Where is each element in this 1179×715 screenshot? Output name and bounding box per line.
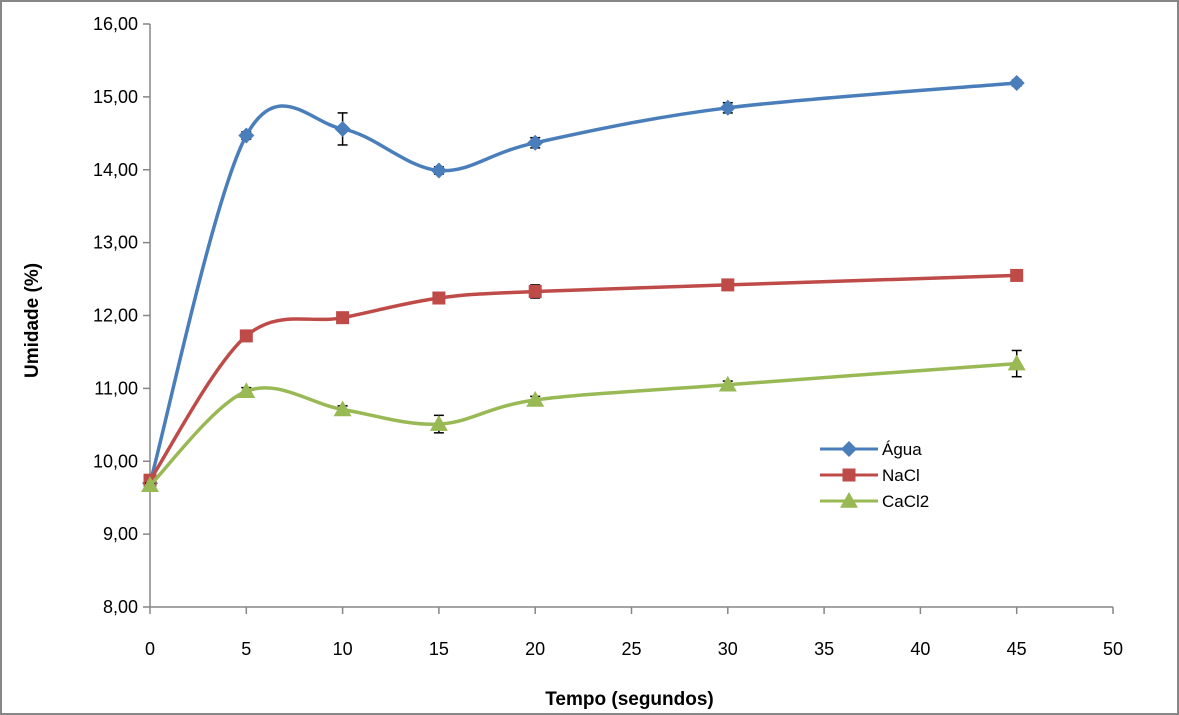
- legend-marker: [840, 492, 858, 508]
- series-diamond: [142, 75, 1025, 492]
- data-point: [430, 162, 447, 179]
- data-point: [1010, 268, 1024, 282]
- x-tick-label: 10: [333, 639, 353, 659]
- y-tick-label: 10,00: [93, 451, 138, 471]
- data-point: [141, 476, 159, 493]
- y-tick-label: 11,00: [94, 378, 138, 398]
- y-tick-label: 13,00: [93, 233, 138, 253]
- x-tick-label: 0: [145, 639, 155, 659]
- legend-label: CaCl2: [882, 492, 929, 511]
- x-axis-ticks: 0 5 10 15 20 25 30 35 40 45 50: [145, 607, 1123, 659]
- y-tick-label: 9,00: [103, 524, 138, 544]
- legend-label: NaCl: [882, 466, 920, 485]
- data-point: [334, 120, 351, 137]
- data-point: [238, 127, 255, 144]
- x-tick-label: 5: [241, 639, 251, 659]
- legend-item: CaCl2: [820, 492, 929, 511]
- legend: Água NaCl CaCl2: [820, 440, 929, 511]
- data-point: [237, 382, 256, 399]
- x-tick-label: 35: [814, 639, 834, 659]
- data-point: [528, 284, 542, 298]
- data-point: [718, 375, 737, 392]
- y-tick-label: 12,00: [93, 306, 138, 326]
- x-tick-label: 50: [1103, 639, 1123, 659]
- y-tick-label: 16,00: [93, 14, 138, 34]
- data-point: [239, 329, 253, 343]
- axes: [149, 24, 1113, 608]
- data-point: [719, 99, 736, 116]
- x-tick-label: 25: [621, 639, 641, 659]
- series-group: [141, 75, 1026, 493]
- data-point: [432, 291, 446, 305]
- x-tick-label: 15: [429, 639, 449, 659]
- data-point: [429, 415, 448, 431]
- series-line: [148, 81, 1019, 485]
- data-point: [721, 278, 735, 292]
- x-tick-label: 30: [718, 639, 738, 659]
- x-tick-label: 20: [525, 639, 545, 659]
- legend-item: NaCl: [820, 466, 920, 485]
- legend-item: Água: [820, 440, 922, 459]
- y-axis-ticks: 8,00 9,00 10,00 11,00 12,00 13,00 14,00 15,00 16…: [93, 14, 150, 617]
- series-triangle: [141, 349, 1026, 493]
- legend-label: Água: [882, 440, 922, 459]
- y-tick-label: 15,00: [93, 87, 138, 107]
- data-point: [527, 134, 544, 151]
- y-tick-label: 14,00: [93, 160, 138, 180]
- x-tick-label: 45: [1007, 639, 1027, 659]
- data-point: [336, 311, 350, 325]
- legend-marker: [841, 441, 857, 457]
- legend-marker: [842, 468, 856, 482]
- y-axis-title: Umidade (%): [22, 263, 43, 378]
- x-axis-title: Tempo (segundos): [545, 689, 714, 710]
- data-point: [333, 400, 352, 417]
- data-point: [1007, 354, 1026, 371]
- y-tick-label: 8,00: [103, 597, 138, 617]
- data-point: [526, 391, 545, 407]
- data-point: [1008, 75, 1025, 92]
- x-tick-label: 40: [910, 639, 930, 659]
